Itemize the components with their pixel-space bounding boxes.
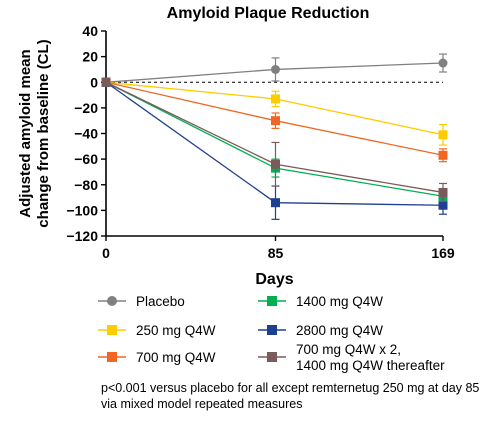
- y-tick-label: −100: [66, 202, 98, 218]
- legend-swatch-marker: [107, 352, 117, 362]
- data-point: [438, 58, 448, 68]
- y-tick-label: −80: [74, 177, 98, 193]
- legend-label: Placebo: [136, 294, 185, 309]
- data-point: [438, 187, 448, 197]
- y-tick-label: 0: [90, 74, 98, 90]
- legend-label: 700 mg Q4W x 2, 1400 mg Q4W thereafter: [296, 342, 445, 373]
- data-point: [270, 198, 280, 208]
- y-tick-label: 20: [82, 49, 98, 65]
- data-point: [438, 200, 448, 210]
- y-tick-label: −40: [74, 126, 98, 142]
- x-tick-label: 0: [102, 245, 110, 261]
- legend-label: 1400 mg Q4W: [296, 294, 383, 309]
- legend-swatch-marker: [107, 325, 117, 335]
- data-point: [438, 130, 448, 140]
- data-point: [270, 94, 280, 104]
- legend-swatch-marker: [267, 296, 277, 306]
- y-tick-label: −20: [74, 100, 98, 116]
- legend-label: 2800 mg Q4W: [296, 323, 383, 338]
- x-axis-label: Days: [255, 271, 293, 288]
- chart-title: Amyloid Plaque Reduction: [167, 5, 370, 22]
- x-tick-label: 169: [431, 245, 455, 261]
- y-tick-label: −60: [74, 151, 98, 167]
- data-point: [270, 116, 280, 126]
- data-point: [101, 77, 111, 87]
- data-point: [270, 64, 280, 74]
- legend-label: 250 mg Q4W: [136, 323, 216, 338]
- x-tick-label: 85: [268, 245, 284, 261]
- legend-swatch-marker: [107, 296, 117, 306]
- legend-swatch-marker: [267, 325, 277, 335]
- legend-label: 700 mg Q4W: [136, 350, 216, 365]
- legend-swatch-marker: [267, 352, 277, 362]
- data-point: [270, 159, 280, 169]
- footnote: p<0.001 versus placebo for all except re…: [101, 381, 480, 411]
- y-axis-label: Adjusted amyloid meanchange from baselin…: [17, 39, 52, 227]
- data-point: [438, 150, 448, 160]
- y-tick-label: −120: [66, 228, 98, 244]
- y-tick-label: 40: [82, 23, 98, 39]
